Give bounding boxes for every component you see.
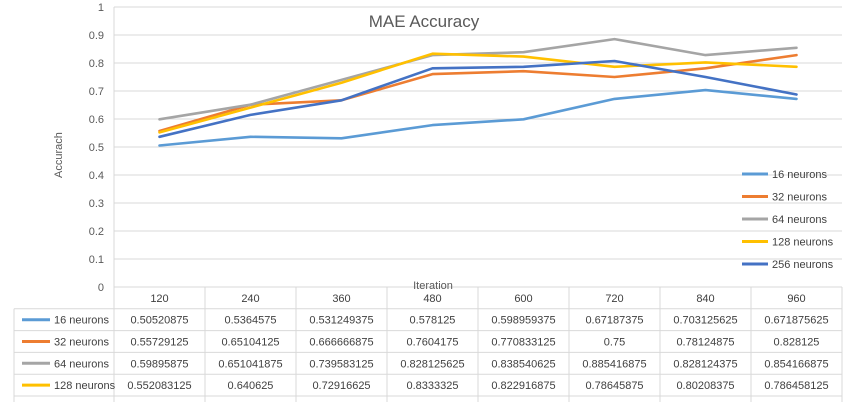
- series-line-128-neurons: [158, 52, 798, 134]
- gridlines: [113, 6, 842, 287]
- table-cell-value: 0.828125625: [400, 358, 464, 370]
- legend-label: 16 neurons: [772, 169, 828, 181]
- y-tick-label: 0.8: [89, 58, 104, 70]
- table-cell-value: 0.55729125: [130, 337, 188, 349]
- table-cell-value: 0.8333325: [407, 380, 459, 392]
- y-tick-labels: 0 0.1 0.2 0.3 0.4 0.5 0.6 0.7 0.8 0.9 1: [89, 2, 104, 294]
- table-cell-value: 0.703125625: [673, 315, 737, 327]
- table-cell-value: 0.78124875: [676, 337, 734, 349]
- x-tick-label: 120: [150, 293, 168, 305]
- y-tick-label: 0.1: [89, 254, 104, 266]
- table-cell-value: 0.598959375: [491, 315, 555, 327]
- table-cell-value: 0.822916875: [491, 380, 555, 392]
- y-tick-label: 0.9: [89, 30, 104, 42]
- table-cell-value: 0.770833125: [491, 337, 555, 349]
- y-tick-label: 0.6: [89, 114, 104, 126]
- x-tick-label: 240: [241, 293, 259, 305]
- y-tick-label: 0.3: [89, 198, 104, 210]
- table-series-name: 64 neurons: [54, 358, 110, 370]
- table-cell-value: 0.65104125: [221, 337, 279, 349]
- series-line-64-neurons: [158, 37, 798, 121]
- y-tick-label: 1: [98, 2, 104, 14]
- table-cell-value: 0.552083125: [127, 380, 191, 392]
- table-cell-value: 0.80208375: [676, 380, 734, 392]
- x-axis-title: Iteration: [413, 280, 453, 292]
- table-cell-value: 0.7604175: [407, 337, 459, 349]
- y-tick-label: 0.2: [89, 226, 104, 238]
- y-axis-title: Accurach: [53, 132, 65, 178]
- legend-label: 128 neurons: [772, 237, 834, 249]
- x-tick-label: 720: [605, 293, 623, 305]
- x-tick-label: 480: [423, 293, 441, 305]
- table-cell-value: 0.5364575: [225, 315, 277, 327]
- y-tick-label: 0.5: [89, 142, 104, 154]
- table-cell-value: 0.885416875: [582, 358, 646, 370]
- table-cell-value: 0.671875625: [764, 315, 828, 327]
- y-tick-label: 0.7: [89, 86, 104, 98]
- table-cell-value: 0.50520875: [130, 315, 188, 327]
- legend-label: 32 neurons: [772, 192, 828, 204]
- series-line-256-neurons: [158, 59, 798, 139]
- x-tick-label: 600: [514, 293, 532, 305]
- table-cell-value: 0.75: [604, 337, 625, 349]
- table-cell-value: 0.72916625: [312, 380, 370, 392]
- table-cell-value: 0.666666875: [309, 337, 373, 349]
- series-lines: [158, 37, 798, 147]
- data-table: 120 240 360 480 600 720 840 960 16 neurons 0.5052…: [13, 286, 843, 402]
- legend-label: 64 neurons: [772, 214, 828, 226]
- legend-label: 256 neurons: [772, 259, 834, 271]
- table-cell-value: 0.739583125: [309, 358, 373, 370]
- table-cell-value: 0.854166875: [764, 358, 828, 370]
- y-tick-label: 0.4: [89, 170, 104, 182]
- table-cell-value: 0.828125: [774, 337, 820, 349]
- table-cell-value: 0.67187375: [585, 315, 643, 327]
- chart-title: MAE Accuracy: [369, 12, 480, 31]
- x-tick-label: 960: [787, 293, 805, 305]
- table-cell-value: 0.78645875: [585, 380, 643, 392]
- table-cell-value: 0.828124375: [673, 358, 737, 370]
- table-cell-value: 0.578125: [410, 315, 456, 327]
- legend: 16 neurons 32 neurons 64 neurons 128 neuron…: [742, 169, 834, 271]
- y-tick-label: 0: [98, 282, 104, 294]
- table-cell-value: 0.838540625: [491, 358, 555, 370]
- table-series-name: 32 neurons: [54, 337, 110, 349]
- table-series-name: 16 neurons: [54, 315, 110, 327]
- table-cell-value: 0.59895875: [130, 358, 188, 370]
- series-line-16-neurons: [158, 88, 798, 147]
- table-cell-value: 0.651041875: [218, 358, 282, 370]
- x-tick-label: 360: [332, 293, 350, 305]
- table-cell-value: 0.786458125: [764, 380, 828, 392]
- table-cell-value: 0.531249375: [309, 315, 373, 327]
- table-series-name: 128 neurons: [54, 380, 116, 392]
- table-cell-value: 0.640625: [228, 380, 274, 392]
- x-tick-label: 840: [696, 293, 714, 305]
